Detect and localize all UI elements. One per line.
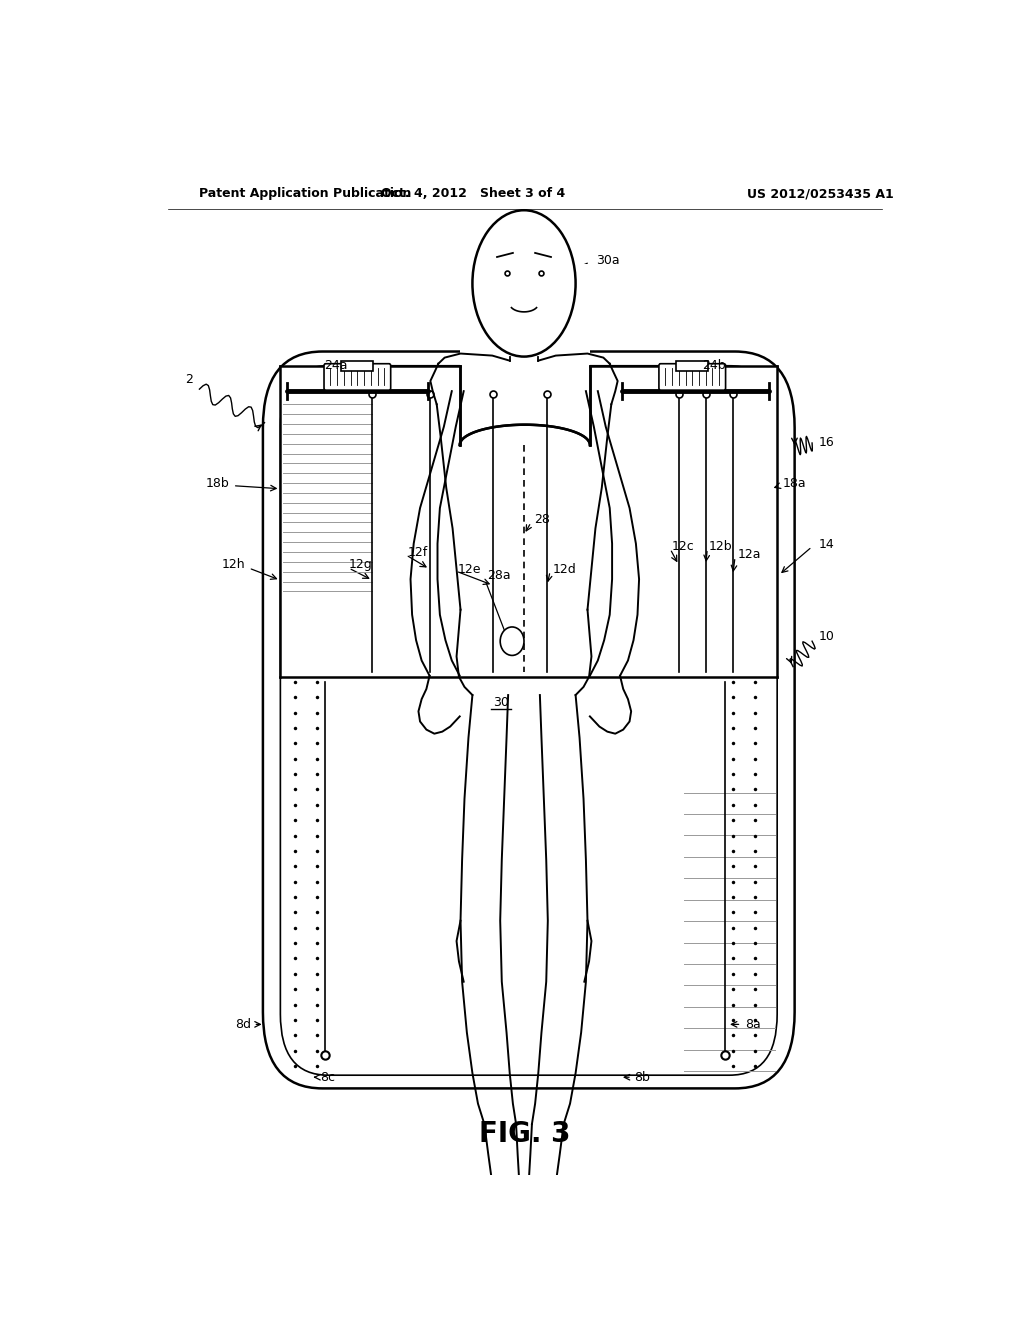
Text: 12d: 12d [553, 562, 577, 576]
Text: 2: 2 [185, 374, 194, 387]
Text: Oct. 4, 2012   Sheet 3 of 4: Oct. 4, 2012 Sheet 3 of 4 [381, 187, 565, 201]
Bar [460, 264, 590, 445]
Ellipse shape [472, 210, 575, 356]
Text: 24b: 24b [701, 359, 725, 372]
Text: 12h: 12h [222, 558, 246, 572]
Text: 8c: 8c [321, 1071, 335, 1084]
Text: 8d: 8d [234, 1018, 251, 1031]
Text: 12a: 12a [737, 548, 761, 561]
Text: 18b: 18b [206, 477, 229, 490]
Text: 14: 14 [818, 539, 835, 552]
Text: 28: 28 [535, 512, 550, 525]
Text: 28a: 28a [486, 569, 510, 582]
Text: Patent Application Publication: Patent Application Publication [200, 187, 412, 201]
Text: 18a: 18a [782, 477, 806, 490]
Text: 12e: 12e [458, 562, 481, 576]
Text: FIG. 3: FIG. 3 [479, 1121, 570, 1148]
Text: 30: 30 [493, 696, 509, 709]
Text: 12c: 12c [672, 540, 694, 553]
Text: 10: 10 [818, 630, 835, 643]
FancyBboxPatch shape [263, 351, 795, 1089]
Text: 30a: 30a [596, 253, 620, 267]
Text: 12b: 12b [709, 540, 732, 553]
FancyBboxPatch shape [658, 364, 726, 391]
Text: 8a: 8a [745, 1018, 761, 1031]
Text: 8b: 8b [634, 1071, 650, 1084]
Text: 12g: 12g [348, 558, 373, 572]
Ellipse shape [500, 627, 524, 656]
Bar [677, 360, 709, 371]
Text: US 2012/0253435 A1: US 2012/0253435 A1 [748, 187, 894, 201]
Text: 12f: 12f [408, 546, 428, 560]
FancyBboxPatch shape [324, 364, 391, 391]
Text: 16: 16 [818, 437, 835, 450]
Bar [281, 366, 777, 677]
Text: 24a: 24a [325, 359, 348, 372]
Bar [341, 360, 373, 371]
